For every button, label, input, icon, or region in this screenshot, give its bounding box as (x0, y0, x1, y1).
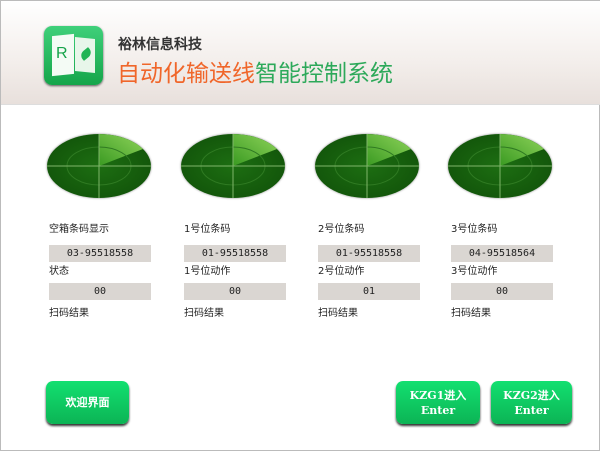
kzg2-enter-label: Enter (514, 403, 549, 417)
app-logo: R (44, 26, 103, 85)
logo-letter: R (56, 45, 68, 62)
kzg1-enter-button[interactable]: KZG1进入 Enter (396, 381, 480, 424)
scan-column-1: 1号位条码 01-95518558 1号位动作 00 扫码结果 (184, 223, 286, 321)
scan-column-3: 3号位条码 04-95518564 3号位动作 00 扫码结果 (451, 223, 553, 321)
barcode-label: 1号位条码 (184, 224, 231, 235)
barcode-label: 3号位条码 (451, 224, 498, 235)
scan-result-label: 扫码结果 (451, 308, 491, 319)
barcode-value: 01-95518558 (318, 245, 420, 262)
radar-scanner-icon (47, 134, 151, 198)
action-value: 00 (184, 283, 286, 300)
action-label: 3号位动作 (451, 266, 498, 277)
scan-result-label: 扫码结果 (184, 308, 224, 319)
action-value: 01 (318, 283, 420, 300)
action-value: 00 (451, 283, 553, 300)
barcode-label: 空箱条码显示 (49, 224, 109, 235)
barcode-value: 04-95518564 (451, 245, 553, 262)
kzg1-label: KZG1进入 (409, 388, 467, 402)
title-part2: 智能控制系统 (255, 61, 393, 87)
radar-scanner-icon (448, 134, 552, 198)
scan-result-label: 扫码结果 (49, 308, 89, 319)
barcode-value: 01-95518558 (184, 245, 286, 262)
barcode-value: 03-95518558 (49, 245, 151, 262)
header: R 裕林信息科技 自动化输送线智能控制系统 (1, 1, 600, 105)
title-part1: 自动化输送线 (117, 61, 255, 87)
kzg2-label: KZG2进入 (503, 388, 560, 402)
scan-column-2: 2号位条码 01-95518558 2号位动作 01 扫码结果 (318, 223, 420, 321)
radar-scanner-icon (315, 134, 419, 198)
barcode-label: 2号位条码 (318, 224, 365, 235)
system-title: 自动化输送线智能控制系统 (117, 54, 393, 88)
welcome-label: 欢迎界面 (65, 396, 110, 409)
scan-column-empty-box: 空箱条码显示 03-95518558 状态 00 扫码结果 (49, 223, 151, 321)
company-name: 裕林信息科技 (118, 37, 202, 53)
status-value: 00 (49, 283, 151, 300)
welcome-screen-button[interactable]: 欢迎界面 (46, 381, 129, 424)
scan-result-label: 扫码结果 (318, 308, 358, 319)
kzg2-enter-button[interactable]: KZG2进入 Enter (491, 381, 572, 424)
action-label: 1号位动作 (184, 266, 231, 277)
status-label: 状态 (49, 266, 69, 277)
radar-scanner-icon (181, 134, 285, 198)
action-label: 2号位动作 (318, 266, 365, 277)
kzg1-enter-label: Enter (420, 403, 456, 417)
